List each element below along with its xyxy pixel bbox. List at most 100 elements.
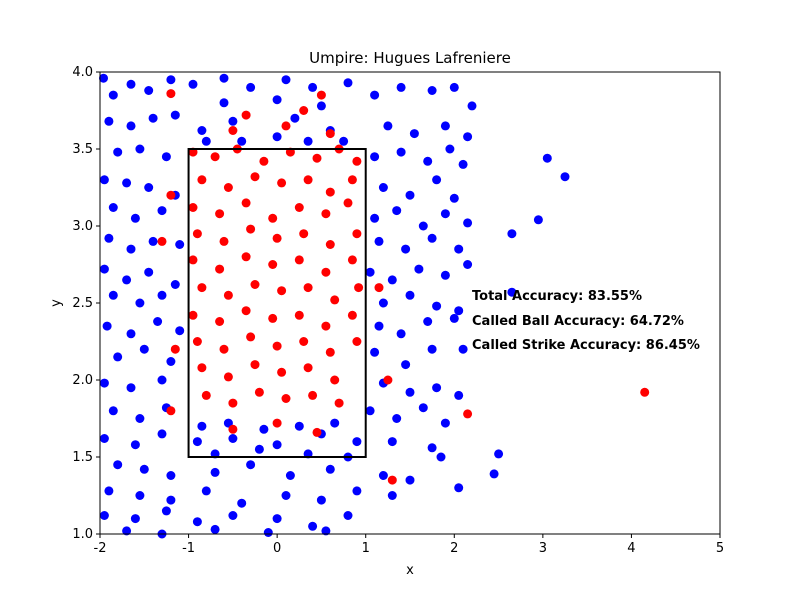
red-point	[347, 175, 357, 185]
blue-point	[489, 469, 499, 479]
blue-point	[201, 486, 211, 496]
blue-point	[99, 264, 109, 274]
blue-point	[108, 90, 118, 100]
red-point	[223, 372, 233, 382]
blue-point	[432, 175, 442, 185]
blue-point	[228, 116, 238, 126]
blue-point	[201, 136, 211, 146]
blue-point	[414, 264, 424, 274]
blue-point	[533, 215, 543, 225]
blue-point	[135, 298, 145, 308]
blue-point	[99, 73, 108, 83]
blue-point	[352, 437, 362, 447]
red-point	[197, 363, 207, 373]
blue-point	[387, 437, 397, 447]
blue-point	[170, 280, 180, 289]
y-tick-label: 2.5	[72, 296, 93, 311]
blue-point	[126, 79, 136, 89]
red-point	[299, 229, 309, 239]
blue-point	[396, 147, 406, 157]
red-point	[241, 198, 251, 208]
x-tick-label: 4	[627, 541, 635, 556]
blue-point	[237, 136, 247, 146]
blue-point	[454, 390, 464, 400]
blue-point	[454, 483, 464, 493]
red-point	[330, 375, 340, 385]
red-point	[166, 406, 176, 416]
blue-point	[166, 495, 176, 505]
red-point	[215, 209, 225, 219]
blue-point	[135, 144, 145, 154]
red-point	[215, 317, 225, 326]
blue-point	[454, 244, 464, 254]
x-tick-label: -2	[94, 541, 107, 556]
red-point	[246, 332, 256, 342]
blue-point	[427, 344, 437, 354]
red-point	[241, 252, 251, 262]
blue-point	[432, 301, 442, 311]
blue-point	[113, 147, 123, 157]
blue-point	[463, 260, 473, 269]
x-axis: -2 -1 0 1 2 3 4 5	[94, 534, 724, 556]
red-point	[219, 344, 229, 354]
blue-point	[272, 95, 282, 105]
blue-point	[281, 491, 291, 500]
blue-point	[401, 244, 411, 254]
blue-point	[352, 486, 362, 496]
blue-point	[210, 467, 220, 477]
blue-point	[370, 347, 380, 357]
red-point	[387, 475, 397, 485]
red-point	[277, 178, 287, 188]
blue-point	[343, 78, 353, 88]
blue-point	[383, 121, 393, 131]
blue-point	[542, 153, 552, 163]
blue-point	[122, 178, 132, 188]
blue-point	[445, 144, 455, 154]
blue-point	[418, 221, 428, 231]
blue-point	[378, 298, 388, 308]
blue-point	[130, 514, 140, 524]
blue-point	[458, 344, 468, 354]
blue-point	[126, 329, 136, 339]
called-ball-accuracy-annotation: Called Ball Accuracy: 64.72%	[472, 314, 684, 329]
blue-point	[135, 491, 145, 500]
red-point	[325, 240, 335, 249]
x-axis-label: x	[406, 563, 414, 578]
y-tick-label: 4.0	[72, 65, 93, 80]
blue-point	[161, 152, 171, 162]
blue-point	[246, 460, 256, 470]
red-point	[347, 310, 357, 320]
blue-point	[378, 183, 388, 192]
blue-point	[387, 491, 397, 500]
blue-point	[175, 240, 185, 249]
blue-point	[122, 526, 132, 536]
blue-point	[440, 209, 450, 219]
red-point	[383, 375, 393, 385]
blue-point	[254, 444, 264, 454]
blue-point	[161, 506, 171, 516]
blue-point	[339, 136, 349, 146]
blue-point	[228, 511, 238, 520]
called-strike-accuracy-annotation: Called Strike Accuracy: 86.45%	[472, 338, 700, 353]
blue-point	[454, 306, 464, 316]
red-point	[210, 152, 220, 162]
red-point	[308, 390, 318, 400]
blue-point	[436, 452, 446, 462]
red-point	[334, 398, 344, 408]
red-point	[312, 427, 322, 437]
blue-point	[223, 418, 233, 428]
blue-point	[126, 383, 136, 393]
blue-point	[423, 317, 433, 326]
blue-point	[392, 414, 402, 423]
blue-point	[237, 498, 247, 508]
blue-point	[458, 159, 468, 169]
blue-point	[263, 528, 273, 537]
red-point	[299, 337, 309, 346]
blue-point	[197, 421, 207, 431]
x-tick-label: 1	[362, 541, 370, 556]
blue-point	[308, 521, 318, 531]
red-point	[281, 394, 291, 403]
blue-point	[325, 464, 335, 474]
